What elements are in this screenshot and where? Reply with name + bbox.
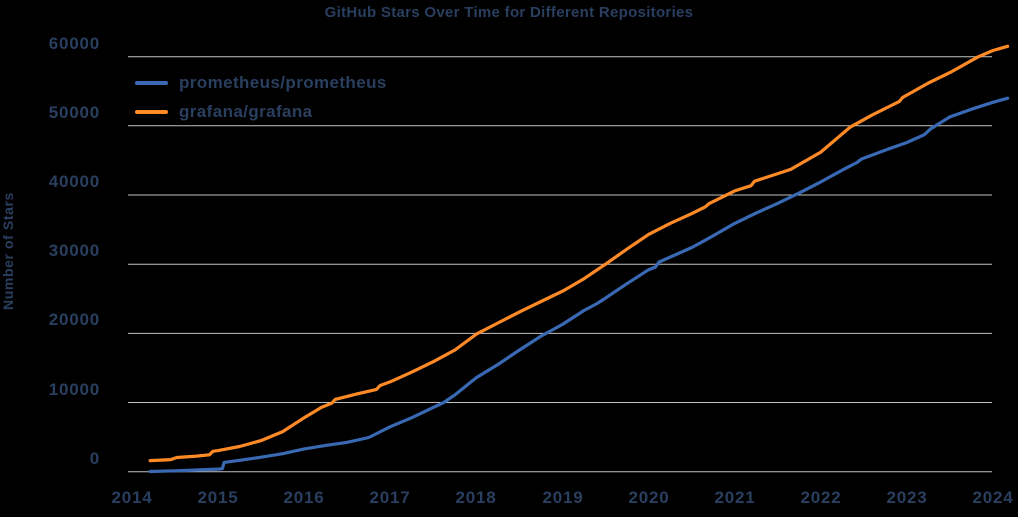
x-tick-label-2018: 2018 — [455, 488, 497, 507]
legend-item-grafana: grafana/grafana — [135, 101, 387, 122]
series-line-grafana — [148, 44, 1010, 463]
legend-item-prometheus: prometheus/prometheus — [135, 72, 387, 93]
legend-line-swatch-blue — [135, 80, 168, 85]
legend-label: grafana/grafana — [179, 102, 313, 121]
chart-title: GitHub Stars Over Time for Different Rep… — [324, 4, 694, 21]
y-tick-label-50000: 50000 — [48, 103, 100, 122]
x-tick-label-2024: 2024 — [972, 488, 1014, 507]
y-tick-label-40000: 40000 — [48, 172, 100, 191]
y-tick-label-0: 0 — [89, 449, 100, 468]
x-tick-label-2015: 2015 — [197, 488, 239, 507]
x-tick-label-2022: 2022 — [800, 488, 842, 507]
series-line-prometheus — [148, 96, 1010, 474]
y-tick-label-30000: 30000 — [48, 241, 100, 260]
x-tick-label-2014: 2014 — [111, 488, 153, 507]
x-tick-label-2017: 2017 — [369, 488, 411, 507]
x-tick-label-2016: 2016 — [283, 488, 325, 507]
x-tick-label-2023: 2023 — [886, 488, 928, 507]
legend-label: prometheus/prometheus — [179, 73, 387, 92]
y-tick-label-60000: 60000 — [48, 34, 100, 53]
x-tick-label-2020: 2020 — [628, 488, 670, 507]
legend-line-swatch-orange — [135, 109, 168, 114]
x-tick-label-2021: 2021 — [714, 488, 756, 507]
legend: prometheus/prometheus grafana/grafana — [135, 72, 387, 122]
x-tick-label-2019: 2019 — [542, 488, 584, 507]
y-tick-label-10000: 10000 — [48, 380, 100, 399]
y-tick-label-20000: 20000 — [48, 310, 100, 329]
